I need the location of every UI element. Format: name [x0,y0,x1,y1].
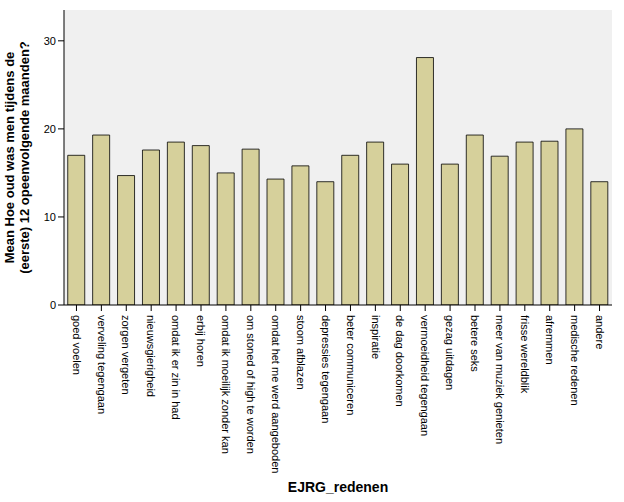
svg-text:medische redenen: medische redenen [569,315,581,406]
svg-text:0: 0 [50,299,56,311]
svg-text:omdat het me werd aangeboden: omdat het me werd aangeboden [270,315,282,473]
svg-text:erbij horen: erbij horen [195,315,207,367]
svg-text:EJRG_redenen: EJRG_redenen [288,479,388,495]
svg-text:20: 20 [44,123,56,135]
svg-text:stoom afblazen: stoom afblazen [295,315,307,390]
svg-text:zorgen vergeten: zorgen vergeten [120,315,132,395]
svg-text:Mean Hoe oud was men tijdens d: Mean Hoe oud was men tijdens de(eerste) … [8,41,32,274]
svg-text:nieuwsgierigheid: nieuwsgierigheid [145,315,157,397]
svg-text:gezag uitdagen: gezag uitdagen [444,315,456,390]
svg-text:omdat ik er zin in had: omdat ik er zin in had [170,315,182,420]
svg-text:inspiratie: inspiratie [370,315,382,359]
svg-text:verveling tegengaan: verveling tegengaan [96,315,108,414]
svg-text:30: 30 [44,35,56,47]
svg-text:om stoned of high te worden: om stoned of high te worden [245,315,257,454]
svg-text:beter communiceren: beter communiceren [345,315,357,415]
svg-text:omdat ik moeilijk zonder kan: omdat ik moeilijk zonder kan [220,315,232,454]
svg-text:frisse wereldblik: frisse wereldblik [519,315,531,394]
svg-text:afremmen: afremmen [544,315,556,365]
svg-text:betere seks: betere seks [469,315,481,372]
svg-text:10: 10 [44,211,56,223]
svg-text:vermoeidheid tegengaan: vermoeidheid tegengaan [419,315,431,436]
svg-text:depressies tegengaan: depressies tegengaan [320,315,332,423]
svg-text:de dag doorkomen: de dag doorkomen [394,315,406,407]
svg-text:andere: andere [594,315,606,349]
svg-text:meer van muziek genieten: meer van muziek genieten [494,315,506,444]
svg-text:goed voelen: goed voelen [71,315,83,375]
